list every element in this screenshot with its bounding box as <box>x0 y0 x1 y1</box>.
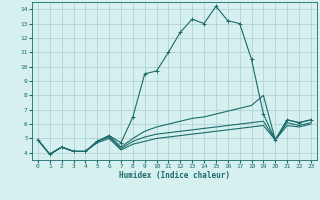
X-axis label: Humidex (Indice chaleur): Humidex (Indice chaleur) <box>119 171 230 180</box>
